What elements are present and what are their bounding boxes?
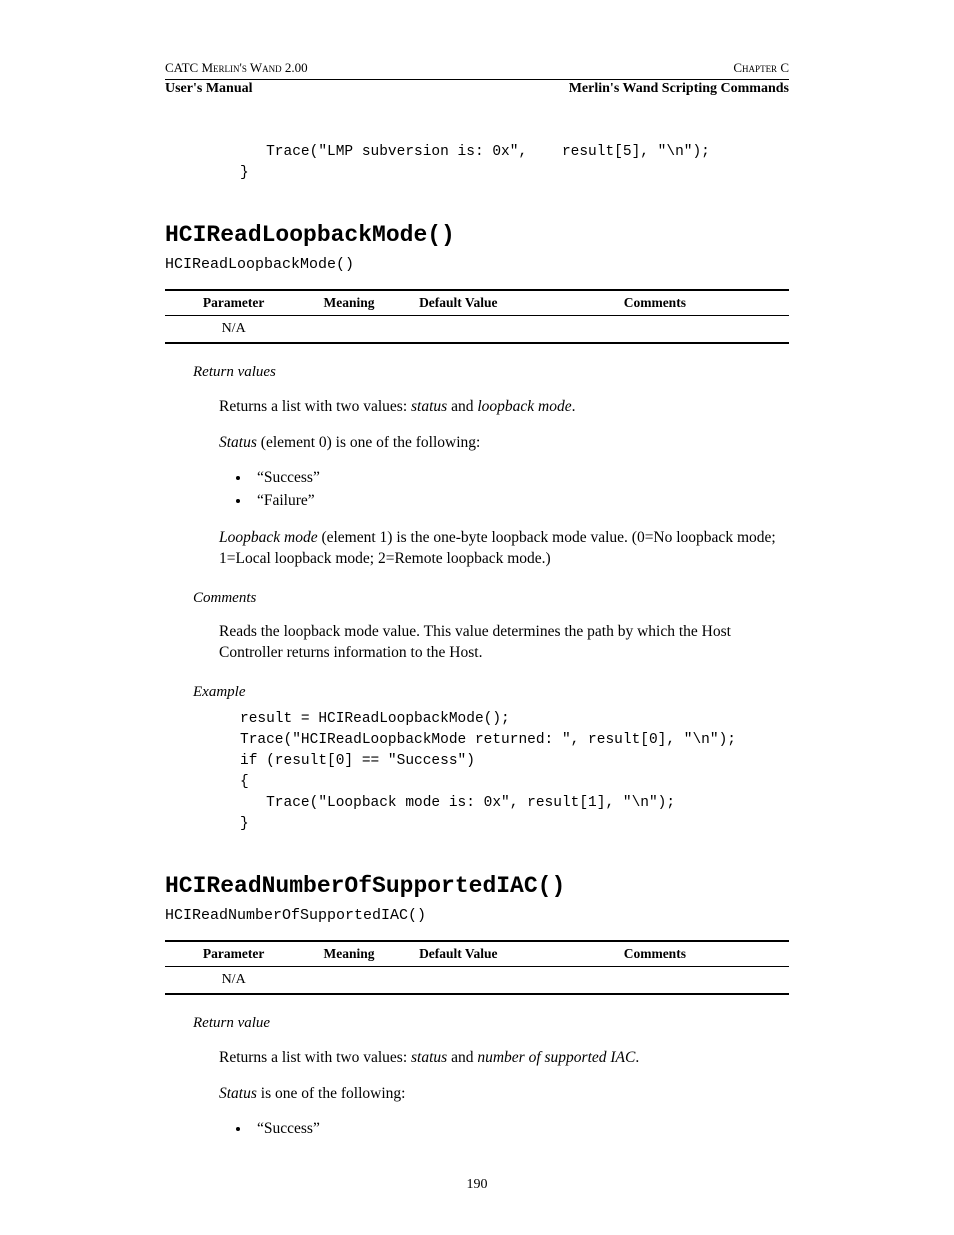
- header-right-top: Chapter C: [733, 60, 789, 77]
- status-line: Status is one of the following:: [219, 1084, 789, 1105]
- header-left-bottom: User's Manual: [165, 80, 253, 98]
- status-options: “Success”: [229, 1117, 789, 1140]
- cell-meaning: [302, 967, 396, 995]
- term-status: Status: [219, 1085, 257, 1102]
- function-signature: HCIReadNumberOfSupportedIAC(): [165, 907, 789, 924]
- return-value-label: Return value: [193, 1015, 789, 1032]
- text: (element 0) is one of the following:: [257, 434, 480, 451]
- text: is one of the following:: [257, 1085, 406, 1102]
- return-description: Returns a list with two values: status a…: [219, 397, 789, 418]
- term-status: status: [411, 398, 447, 415]
- cell-parameter: N/A: [165, 316, 302, 344]
- cell-default: [396, 967, 521, 995]
- table-row: N/A: [165, 316, 789, 344]
- page-header: CATC Merlin's Wand 2.00 Chapter C User's…: [165, 60, 789, 98]
- term-loopback-mode: loopback mode: [477, 398, 571, 415]
- col-default: Default Value: [396, 941, 521, 967]
- term-status: status: [411, 1049, 447, 1066]
- col-comments: Comments: [521, 941, 789, 967]
- cell-default: [396, 316, 521, 344]
- example-code: result = HCIReadLoopbackMode(); Trace("H…: [240, 709, 789, 835]
- page: CATC Merlin's Wand 2.00 Chapter C User's…: [0, 0, 954, 1235]
- text: .: [635, 1049, 639, 1066]
- term-iac: number of supported IAC: [477, 1049, 635, 1066]
- list-item: “Failure”: [251, 489, 789, 512]
- cell-comments: [521, 967, 789, 995]
- section-heading-iac: HCIReadNumberOfSupportedIAC(): [165, 873, 789, 899]
- loopback-description: Loopback mode (element 1) is the one-byt…: [219, 528, 789, 570]
- section-heading-loopback: HCIReadLoopbackMode(): [165, 222, 789, 248]
- col-meaning: Meaning: [302, 941, 396, 967]
- col-default: Default Value: [396, 290, 521, 316]
- parameter-table: Parameter Meaning Default Value Comments…: [165, 940, 789, 995]
- return-description: Returns a list with two values: status a…: [219, 1048, 789, 1069]
- col-meaning: Meaning: [302, 290, 396, 316]
- col-comments: Comments: [521, 290, 789, 316]
- text: and: [447, 398, 477, 415]
- page-number: 190: [0, 1177, 954, 1193]
- cell-comments: [521, 316, 789, 344]
- header-left-top: CATC Merlin's Wand 2.00: [165, 60, 308, 77]
- col-parameter: Parameter: [165, 290, 302, 316]
- text: Returns a list with two values:: [219, 1049, 411, 1066]
- term-status: Status: [219, 434, 257, 451]
- parameter-table: Parameter Meaning Default Value Comments…: [165, 289, 789, 344]
- code-snippet-top: Trace("LMP subversion is: 0x", result[5]…: [240, 142, 789, 184]
- cell-meaning: [302, 316, 396, 344]
- text: and: [447, 1049, 477, 1066]
- return-values-label: Return values: [193, 364, 789, 381]
- table-row: N/A: [165, 967, 789, 995]
- comments-text: Reads the loopback mode value. This valu…: [219, 622, 789, 664]
- status-options: “Success” “Failure”: [229, 466, 789, 513]
- text: .: [572, 398, 576, 415]
- status-line: Status (element 0) is one of the followi…: [219, 433, 789, 454]
- header-right-bottom: Merlin's Wand Scripting Commands: [569, 80, 789, 98]
- list-item: “Success”: [251, 1117, 789, 1140]
- comments-label: Comments: [193, 590, 789, 607]
- cell-parameter: N/A: [165, 967, 302, 995]
- example-label: Example: [193, 684, 789, 701]
- list-item: “Success”: [251, 466, 789, 489]
- col-parameter: Parameter: [165, 941, 302, 967]
- function-signature: HCIReadLoopbackMode(): [165, 256, 789, 273]
- text: Returns a list with two values:: [219, 398, 411, 415]
- term-loopback-mode: Loopback mode: [219, 529, 318, 546]
